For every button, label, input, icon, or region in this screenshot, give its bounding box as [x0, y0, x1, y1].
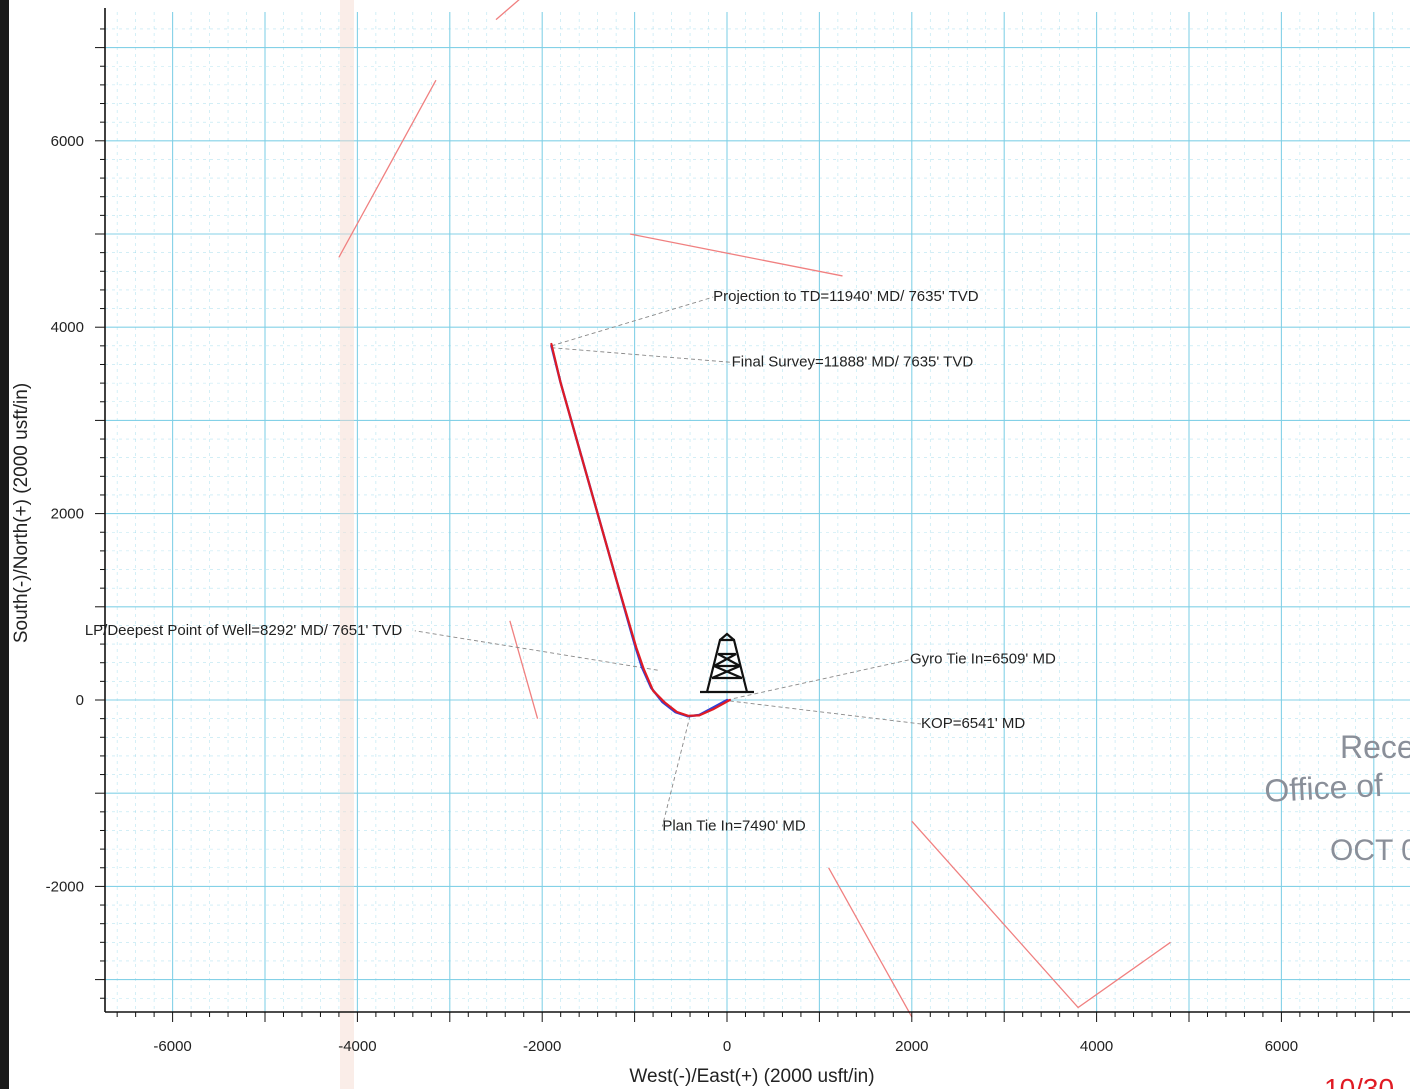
scan-streak [340, 0, 354, 1089]
annotation-leader [661, 715, 691, 827]
x-tick-label: -4000 [338, 1038, 376, 1055]
y-tick-label: 4000 [51, 319, 84, 336]
annotation-label: LP/Deepest Point of Well=8292' MD/ 7651'… [85, 622, 403, 639]
annotation-label: KOP=6541' MD [921, 715, 1025, 732]
y-tick-label: 2000 [51, 506, 84, 523]
annotation-leader [551, 347, 732, 363]
y-tick-label: 6000 [51, 133, 84, 150]
annotation-label: Plan Tie In=7490' MD [662, 817, 806, 834]
offset-well-line [911, 820, 1171, 1009]
annotation-leader [551, 296, 714, 347]
annotation-label: Gyro Tie In=6509' MD [910, 651, 1056, 668]
offset-well-line [509, 620, 539, 719]
x-tick-label: -6000 [153, 1038, 191, 1055]
grid [105, 0, 1410, 1089]
stamp-line-3: OCT 0 [1330, 834, 1410, 867]
stamp-line-1: Rece [1340, 729, 1410, 765]
survey-well-path [550, 342, 731, 717]
annotation-label: Final Survey=11888' MD/ 7635' TVD [732, 353, 974, 370]
annotation-leader [726, 659, 911, 701]
stamp-corner-date: 10/30 [1324, 1073, 1394, 1089]
left-page-edge [0, 0, 9, 1089]
stamp-line-2: Office of [1263, 767, 1383, 809]
x-tick-label: 4000 [1080, 1038, 1113, 1055]
y-tick-label: 0 [76, 692, 84, 709]
axis-ticks: -6000 -4000 -2000 0 2000 4000 6000 -2000 0 2000 40… [46, 28, 1393, 1055]
annotation-leader [414, 630, 658, 671]
well-paths [550, 342, 731, 718]
offset-well-line [495, 0, 520, 21]
drilling-rig-icon [700, 632, 754, 694]
x-tick-label: 0 [723, 1038, 731, 1055]
y-axis-title: South(-)/North(+) (2000 usft/in) [11, 383, 32, 643]
x-tick-label: 2000 [895, 1038, 928, 1055]
plot-frame [104, 8, 1410, 1013]
offset-well-line [629, 233, 843, 277]
annotations: Projection to TD=11940' MD/ 7635' TVD Fin… [85, 288, 1056, 834]
x-axis-title: West(-)/East(+) (2000 usft/in) [629, 1066, 874, 1087]
x-tick-label: -2000 [523, 1038, 561, 1055]
x-tick-label: 6000 [1265, 1038, 1298, 1055]
offset-well-line [338, 79, 437, 258]
annotation-label: Projection to TD=11940' MD/ 7635' TVD [713, 288, 979, 305]
received-stamp: Rece Office of OCT 0 10/30 [1263, 729, 1410, 1089]
offset-wells [338, 0, 1171, 1018]
offset-well-line [828, 867, 913, 1018]
y-tick-label: -2000 [46, 878, 84, 895]
